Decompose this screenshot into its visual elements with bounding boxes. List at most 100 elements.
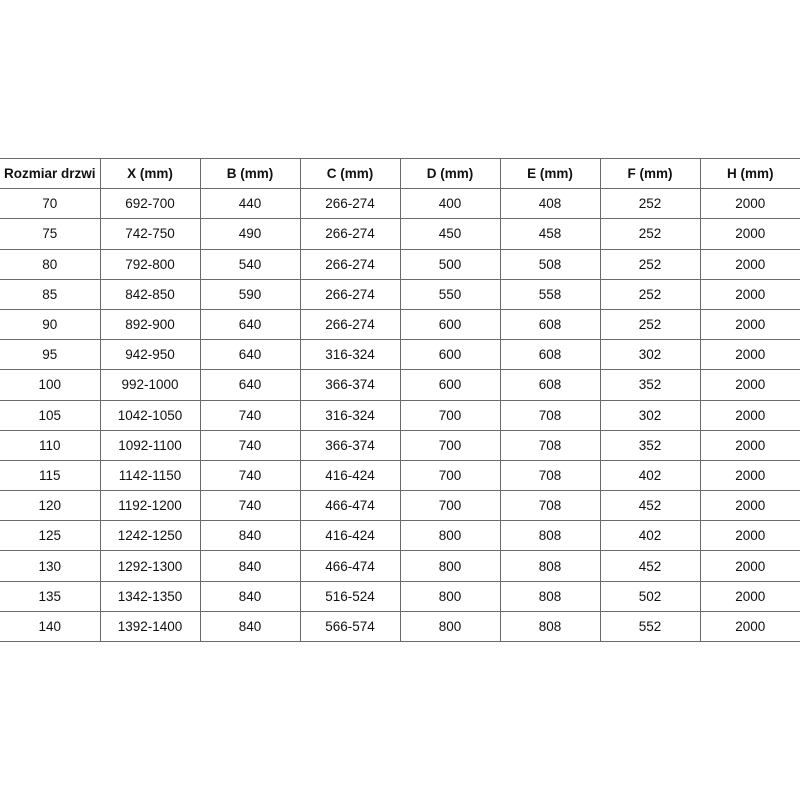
- table-cell: 2000: [699, 218, 800, 250]
- table-cell: 800: [399, 550, 501, 582]
- table-row: 100 992-1000 640 366-374 600 608 352 2000: [0, 369, 800, 401]
- table-cell: 842-850: [99, 278, 201, 310]
- table-cell: 416-424: [299, 520, 401, 552]
- table-cell: 95: [0, 339, 101, 371]
- table-cell: 2000: [699, 610, 800, 643]
- table-cell: 130: [0, 550, 101, 582]
- table-cell: 840: [199, 520, 301, 552]
- table-cell: 708: [499, 399, 601, 431]
- table-cell: 140: [0, 610, 101, 643]
- table-cell: 1142-1150: [99, 459, 201, 492]
- table-row: 80 792-800 540 266-274 500 508 252 2000: [0, 248, 800, 280]
- table-cell: 252: [599, 218, 701, 250]
- table-cell: 2000: [699, 308, 800, 341]
- column-header: B (mm): [199, 157, 301, 190]
- table-cell: 266-274: [299, 218, 401, 250]
- table-cell: 452: [599, 490, 701, 522]
- table-cell: 2000: [699, 459, 800, 492]
- table-cell: 800: [399, 610, 501, 643]
- column-header: C (mm): [299, 157, 401, 190]
- table-cell: 700: [399, 429, 501, 461]
- table-cell: 440: [199, 188, 301, 220]
- table-cell: 808: [499, 580, 601, 612]
- column-header: H (mm): [699, 157, 800, 190]
- table-cell: 740: [199, 459, 301, 492]
- table-cell: 400: [399, 188, 501, 220]
- table-cell: 502: [599, 580, 701, 612]
- table-cell: 550: [399, 278, 501, 310]
- table-cell: 500: [399, 248, 501, 280]
- table-cell: 85: [0, 278, 101, 310]
- table-cell: 740: [199, 490, 301, 522]
- table-cell: 316-324: [299, 339, 401, 371]
- table-row: 120 1192-1200 740 466-474 700 708 452 2000: [0, 490, 800, 522]
- table-cell: 1242-1250: [99, 520, 201, 552]
- table-cell: 135: [0, 580, 101, 612]
- table-cell: 640: [199, 308, 301, 341]
- table-cell: 110: [0, 429, 101, 461]
- table-cell: 70: [0, 188, 101, 220]
- table-header-row: Rozmiar drzwi X (mm) B (mm) C (mm) D (mm) E (…: [0, 157, 800, 190]
- table-cell: 2000: [699, 278, 800, 310]
- table-cell: 2000: [699, 369, 800, 401]
- table-cell: 740: [199, 429, 301, 461]
- table-cell: 608: [499, 308, 601, 341]
- column-header: Rozmiar drzwi: [0, 157, 101, 190]
- table-cell: 700: [399, 459, 501, 492]
- table-cell: 105: [0, 399, 101, 431]
- table-cell: 115: [0, 459, 101, 492]
- table-cell: 808: [499, 520, 601, 552]
- table-cell: 708: [499, 429, 601, 461]
- table-cell: 2000: [699, 429, 800, 461]
- table-row: 95 942-950 640 316-324 600 608 302 2000: [0, 339, 800, 371]
- table-cell: 608: [499, 369, 601, 401]
- table-cell: 252: [599, 308, 701, 341]
- table-cell: 792-800: [99, 248, 201, 280]
- table-cell: 558: [499, 278, 601, 310]
- table-cell: 692-700: [99, 188, 201, 220]
- table-cell: 2000: [699, 580, 800, 612]
- table-cell: 2000: [699, 520, 800, 552]
- table-cell: 700: [399, 490, 501, 522]
- table-cell: 458: [499, 218, 601, 250]
- door-size-table: Rozmiar drzwi X (mm) B (mm) C (mm) D (mm) E (…: [0, 157, 800, 643]
- table-cell: 742-750: [99, 218, 201, 250]
- table-cell: 1342-1350: [99, 580, 201, 612]
- table-cell: 800: [399, 520, 501, 552]
- table-cell: 540: [199, 248, 301, 280]
- table-cell: 352: [599, 369, 701, 401]
- table-cell: 450: [399, 218, 501, 250]
- table-cell: 892-900: [99, 308, 201, 341]
- table-cell: 2000: [699, 490, 800, 522]
- table-cell: 808: [499, 610, 601, 643]
- table-cell: 516-524: [299, 580, 401, 612]
- table-row: 135 1342-1350 840 516-524 800 808 502 2000: [0, 580, 800, 612]
- table-row: 110 1092-1100 740 366-374 700 708 352 2000: [0, 429, 800, 461]
- table-cell: 252: [599, 278, 701, 310]
- table-row: 70 692-700 440 266-274 400 408 252 2000: [0, 188, 800, 220]
- table-cell: 316-324: [299, 399, 401, 431]
- table-cell: 590: [199, 278, 301, 310]
- table-cell: 366-374: [299, 429, 401, 461]
- table-row: 130 1292-1300 840 466-474 800 808 452 2000: [0, 550, 800, 582]
- table-cell: 1392-1400: [99, 610, 201, 643]
- column-header: F (mm): [599, 157, 701, 190]
- table-cell: 80: [0, 248, 101, 280]
- table-cell: 1192-1200: [99, 490, 201, 522]
- table-row: 140 1392-1400 840 566-574 800 808 552 2000: [0, 610, 800, 643]
- table-row: 75 742-750 490 266-274 450 458 252 2000: [0, 218, 800, 250]
- table-cell: 1092-1100: [99, 429, 201, 461]
- table-cell: 708: [499, 490, 601, 522]
- table-cell: 640: [199, 369, 301, 401]
- table-cell: 552: [599, 610, 701, 643]
- table-cell: 125: [0, 520, 101, 552]
- table-row: 125 1242-1250 840 416-424 800 808 402 2000: [0, 520, 800, 552]
- table-cell: 600: [399, 308, 501, 341]
- table-cell: 2000: [699, 550, 800, 582]
- table-cell: 800: [399, 580, 501, 612]
- table-cell: 992-1000: [99, 369, 201, 401]
- column-header: E (mm): [499, 157, 601, 190]
- table-cell: 2000: [699, 188, 800, 220]
- table-cell: 490: [199, 218, 301, 250]
- table-cell: 252: [599, 188, 701, 220]
